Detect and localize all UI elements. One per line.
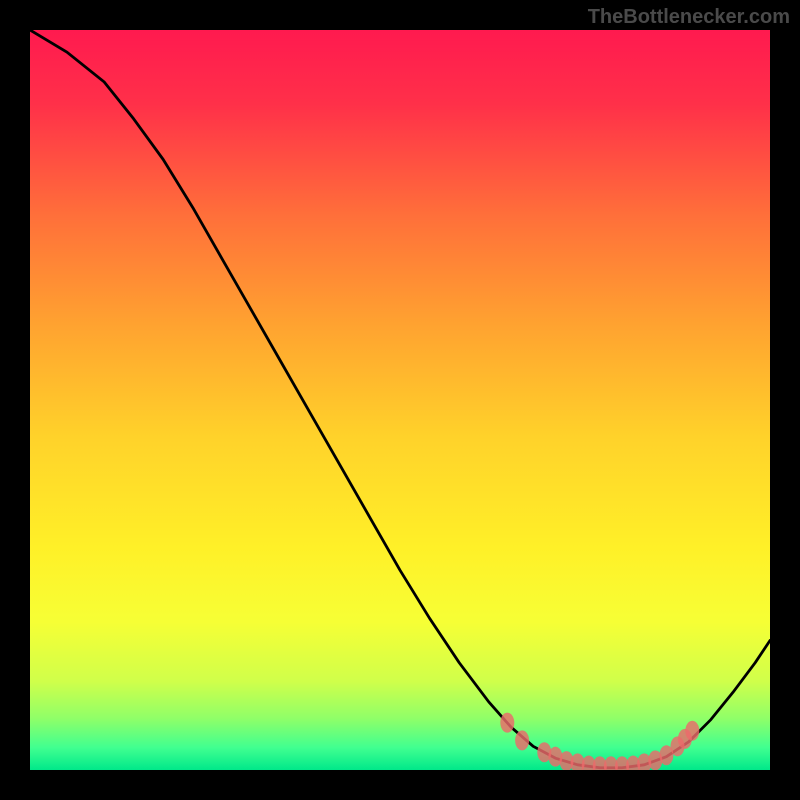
data-marker [500,713,514,733]
marker-group [30,30,770,770]
data-marker [515,730,529,750]
plot-area [30,30,770,770]
chart-frame: TheBottlenecker.com [0,0,800,800]
data-marker [685,721,699,741]
watermark-text: TheBottlenecker.com [588,6,790,29]
